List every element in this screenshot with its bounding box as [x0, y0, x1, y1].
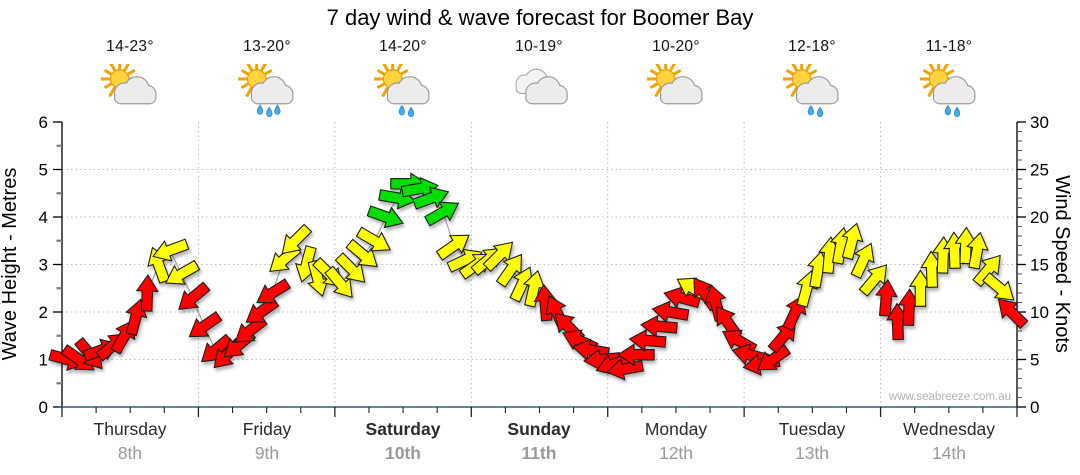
- weather-icon-sun-cloud: [62, 62, 198, 118]
- weather-icon-sun-cloud: [608, 62, 744, 118]
- day-name: Sunday: [507, 419, 571, 439]
- day-date: 12th: [658, 443, 694, 463]
- raindrop-icon: [944, 104, 951, 115]
- chart-title: 7 day wind & wave forecast for Boomer Ba…: [326, 5, 754, 30]
- svg-text:20: 20: [1030, 208, 1049, 227]
- raindrop-icon: [816, 106, 824, 117]
- day-name: Tuesday: [778, 419, 846, 439]
- svg-text:Wave Height - Metres: Wave Height - Metres: [0, 168, 21, 361]
- svg-text:0: 0: [39, 398, 48, 417]
- day-date: 9th: [254, 443, 280, 463]
- weather-icon-sun-cloud-rain: [199, 62, 335, 118]
- wind-arrows: [48, 172, 1029, 381]
- day-header-sunday: 10-19°: [471, 38, 607, 118]
- x-label-friday: Friday 9th: [192, 417, 342, 465]
- svg-text:25: 25: [1030, 161, 1049, 180]
- x-label-thursday: Thursday 8th: [55, 417, 205, 465]
- day-name: Monday: [644, 419, 708, 439]
- temp-range: 14-23°: [106, 38, 154, 55]
- raindrop-icon: [807, 104, 814, 115]
- raindrop-icon: [257, 103, 264, 115]
- day-date: 13th: [794, 443, 830, 463]
- weather-icon-clouds: [471, 62, 607, 118]
- svg-text:6: 6: [39, 113, 48, 132]
- svg-text:3: 3: [39, 256, 48, 275]
- raindrop-icon: [266, 106, 273, 117]
- day-header-wednesday: 11-18°: [881, 38, 1017, 118]
- temp-range: 14-20°: [379, 38, 427, 55]
- raindrop-icon: [953, 106, 961, 117]
- day-date: 8th: [117, 443, 143, 463]
- temp-range: 11-18°: [925, 38, 973, 55]
- right-axis: 0 5 10 15 20 25 30 Wind Speed - Knots: [1016, 113, 1073, 417]
- svg-text:5: 5: [1030, 351, 1039, 370]
- svg-text:Wind Speed - Knots: Wind Speed - Knots: [1051, 175, 1073, 353]
- weather-icon-sun-cloud-rain: [881, 62, 1017, 118]
- day-date: 14th: [931, 443, 967, 463]
- day-name: Thursday: [93, 419, 167, 439]
- x-label-wednesday: Wednesday 14th: [874, 417, 1024, 465]
- day-date: 10th: [385, 443, 421, 463]
- svg-text:15: 15: [1030, 256, 1049, 275]
- day-name: Saturday: [365, 419, 441, 439]
- day-date: 11th: [521, 443, 557, 463]
- gridlines: [62, 122, 1017, 407]
- temp-range: 10-20°: [652, 38, 700, 55]
- day-header-monday: 10-20°: [608, 38, 744, 118]
- svg-text:0: 0: [1030, 398, 1039, 417]
- svg-text:5: 5: [39, 161, 48, 180]
- temp-range: 12-18°: [788, 38, 836, 55]
- svg-text:30: 30: [1030, 113, 1049, 132]
- watermark: www.seabreeze.com.au: [888, 391, 1011, 403]
- raindrop-icon: [407, 106, 415, 117]
- day-name: Wednesday: [902, 419, 996, 439]
- day-header-friday: 13-20°: [199, 38, 335, 118]
- day-header-thursday: 14-23°: [62, 38, 198, 118]
- weather-icon-sun-cloud-rain: [335, 62, 471, 118]
- svg-text:10: 10: [1030, 303, 1049, 322]
- day-header-tuesday: 12-18°: [744, 38, 880, 118]
- x-label-sunday: Sunday 11th: [464, 417, 614, 465]
- svg-text:2: 2: [39, 303, 48, 322]
- x-label-tuesday: Tuesday 13th: [737, 417, 887, 465]
- day-header-saturday: 14-20°: [335, 38, 471, 118]
- day-name: Friday: [242, 419, 292, 439]
- left-axis: 0 1 2 3 4 5 6 Wave Height - Metres: [0, 113, 63, 417]
- x-label-saturday: Saturday 10th: [328, 417, 478, 465]
- svg-text:1: 1: [39, 351, 48, 370]
- weather-icon-sun-cloud-rain: [744, 62, 880, 118]
- raindrop-icon: [398, 104, 405, 115]
- x-axis: [58, 406, 1018, 417]
- temp-range: 13-20°: [243, 38, 291, 55]
- raindrop-icon: [274, 103, 281, 115]
- temp-range: 10-19°: [515, 38, 563, 55]
- x-label-monday: Monday 12th: [601, 417, 751, 465]
- svg-text:4: 4: [39, 208, 48, 227]
